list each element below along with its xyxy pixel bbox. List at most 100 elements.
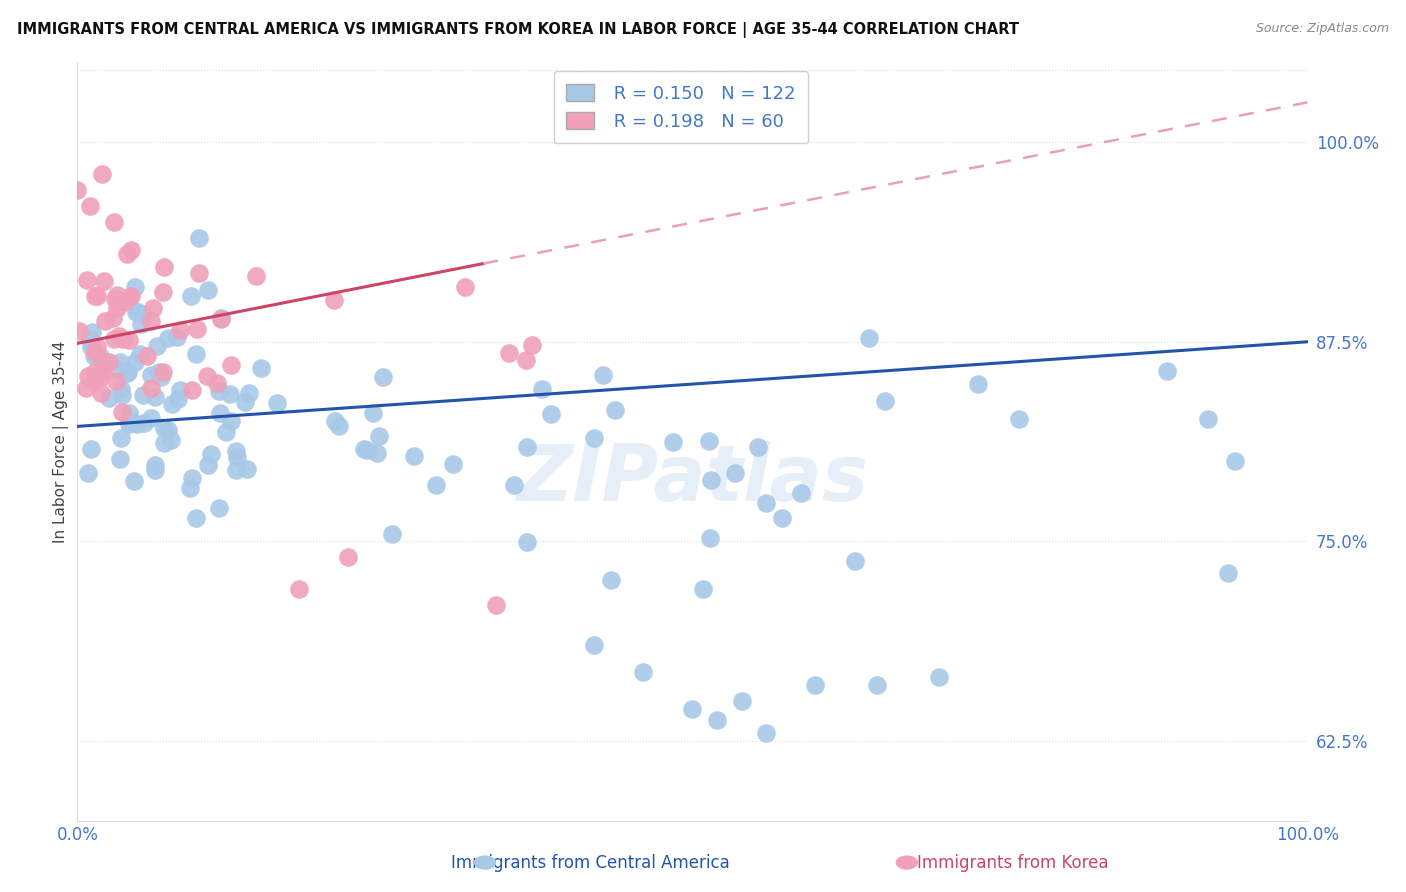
Point (540, 407, 562, 421)
Point (682, 702, 704, 716)
Point (142, 301, 165, 315)
Point (1218, 566, 1240, 580)
Point (76, 467, 98, 481)
Point (238, 385, 260, 400)
Text: IMMIGRANTS FROM CENTRAL AMERICA VS IMMIGRANTS FROM KOREA IN LABOR FORCE | AGE 35: IMMIGRANTS FROM CENTRAL AMERICA VS IMMIG… (17, 22, 1019, 38)
Point (110, 431, 132, 445)
Point (118, 290, 141, 304)
Point (118, 406, 141, 420)
Point (515, 353, 537, 368)
Point (404, 449, 426, 463)
Point (80, 340, 103, 354)
Point (208, 384, 231, 399)
Point (67, 324, 90, 338)
Point (323, 414, 346, 428)
Point (692, 582, 714, 597)
Point (148, 365, 170, 379)
Point (124, 280, 146, 294)
Point (110, 355, 132, 369)
Point (143, 458, 166, 472)
Point (115, 247, 138, 261)
Point (858, 330, 880, 344)
Point (124, 355, 146, 369)
Point (225, 450, 247, 464)
Point (97, 354, 120, 368)
Point (699, 531, 721, 545)
Point (197, 283, 219, 297)
Point (186, 511, 208, 525)
Point (197, 458, 219, 472)
Point (101, 311, 124, 326)
Point (662, 434, 685, 449)
Point (152, 285, 174, 299)
Point (368, 429, 391, 443)
Point (1197, 412, 1219, 426)
Point (1156, 364, 1178, 378)
Point (86, 346, 108, 360)
Point (112, 295, 135, 310)
Point (117, 365, 139, 379)
Point (169, 323, 191, 337)
Point (117, 366, 139, 380)
Point (205, 376, 228, 390)
Point (356, 442, 378, 457)
Point (245, 268, 267, 283)
Point (132, 388, 155, 402)
Point (225, 444, 247, 458)
Point (84, 344, 107, 359)
Point (120, 244, 142, 258)
Point (208, 501, 231, 516)
Point (583, 638, 606, 652)
Point (425, 478, 447, 492)
Point (139, 380, 162, 394)
Point (844, 554, 866, 568)
Point (323, 293, 346, 307)
Point (91, 364, 114, 378)
Point (75, 382, 97, 396)
Point (503, 477, 526, 491)
Point (139, 410, 162, 425)
Point (967, 377, 990, 392)
Point (233, 395, 256, 409)
Point (110, 364, 132, 378)
Point (82, 326, 104, 340)
Point (209, 311, 232, 326)
Point (124, 305, 146, 319)
Point (1225, 453, 1247, 467)
Point (153, 421, 176, 435)
Point (125, 417, 148, 431)
Point (366, 446, 388, 460)
Point (337, 550, 360, 565)
Point (86, 340, 108, 354)
Point (184, 347, 207, 361)
Point (700, 473, 723, 487)
Point (89, 350, 111, 364)
Point (118, 417, 141, 431)
Y-axis label: In Labor Force | Age 35-44: In Labor Force | Age 35-44 (53, 341, 69, 542)
Text: Immigrants from Korea: Immigrants from Korea (917, 855, 1108, 872)
Point (124, 475, 146, 489)
Point (804, 678, 827, 692)
Point (441, 457, 464, 471)
Point (110, 382, 132, 396)
Point (169, 384, 191, 398)
Point (108, 329, 131, 343)
Point (180, 384, 202, 398)
Point (157, 330, 180, 344)
Point (531, 382, 554, 396)
Point (221, 358, 243, 372)
Point (139, 368, 162, 383)
Point (731, 694, 754, 708)
Point (150, 369, 173, 384)
Point (353, 442, 375, 456)
Point (215, 425, 238, 440)
Point (160, 434, 183, 448)
Point (93, 273, 115, 287)
Point (1008, 412, 1031, 426)
Point (516, 535, 538, 549)
Point (112, 332, 135, 346)
Point (167, 392, 190, 407)
Point (153, 260, 176, 274)
Point (83, 373, 105, 387)
Point (90, 167, 114, 181)
